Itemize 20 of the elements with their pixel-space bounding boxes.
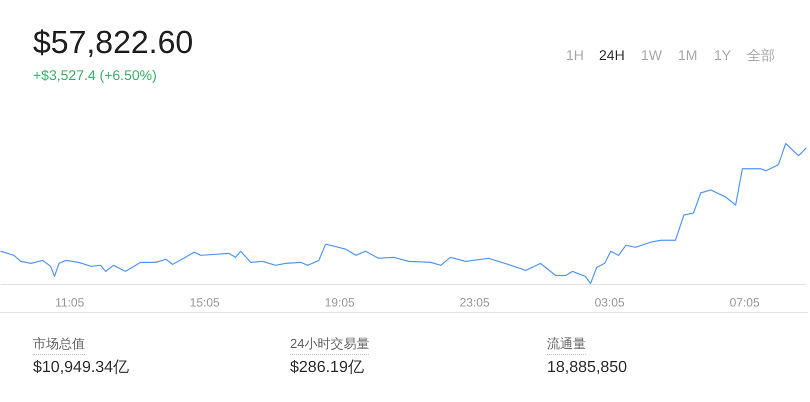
text: 全部 — [747, 46, 775, 65]
text: 1H — [566, 46, 584, 65]
text: 市场总值 — [33, 335, 85, 355]
x-tick-label: 07:05 — [730, 296, 760, 310]
chart-title: $57,822.60 — [33, 23, 194, 62]
text: $286.19亿 — [290, 358, 364, 378]
text: 1M — [678, 46, 698, 65]
text: 1W — [641, 46, 662, 65]
text: 24H — [599, 46, 625, 65]
text: 流通量 — [547, 335, 586, 355]
text: 18,885,850 — [547, 358, 628, 378]
x-tick-label: 11:05 — [55, 296, 85, 310]
x-tick-label: 19:05 — [324, 296, 355, 310]
text: 1Y — [714, 46, 732, 65]
chart-subtitle: +$3,527.4 (+6.50%) — [33, 66, 157, 85]
x-tick-label: 15:05 — [190, 296, 220, 310]
text: $10,949.34亿 — [33, 358, 130, 378]
x-tick-label: 23:05 — [460, 296, 490, 310]
x-tick-label: 03:05 — [594, 296, 625, 310]
text: 24小时交易量 — [290, 335, 370, 355]
